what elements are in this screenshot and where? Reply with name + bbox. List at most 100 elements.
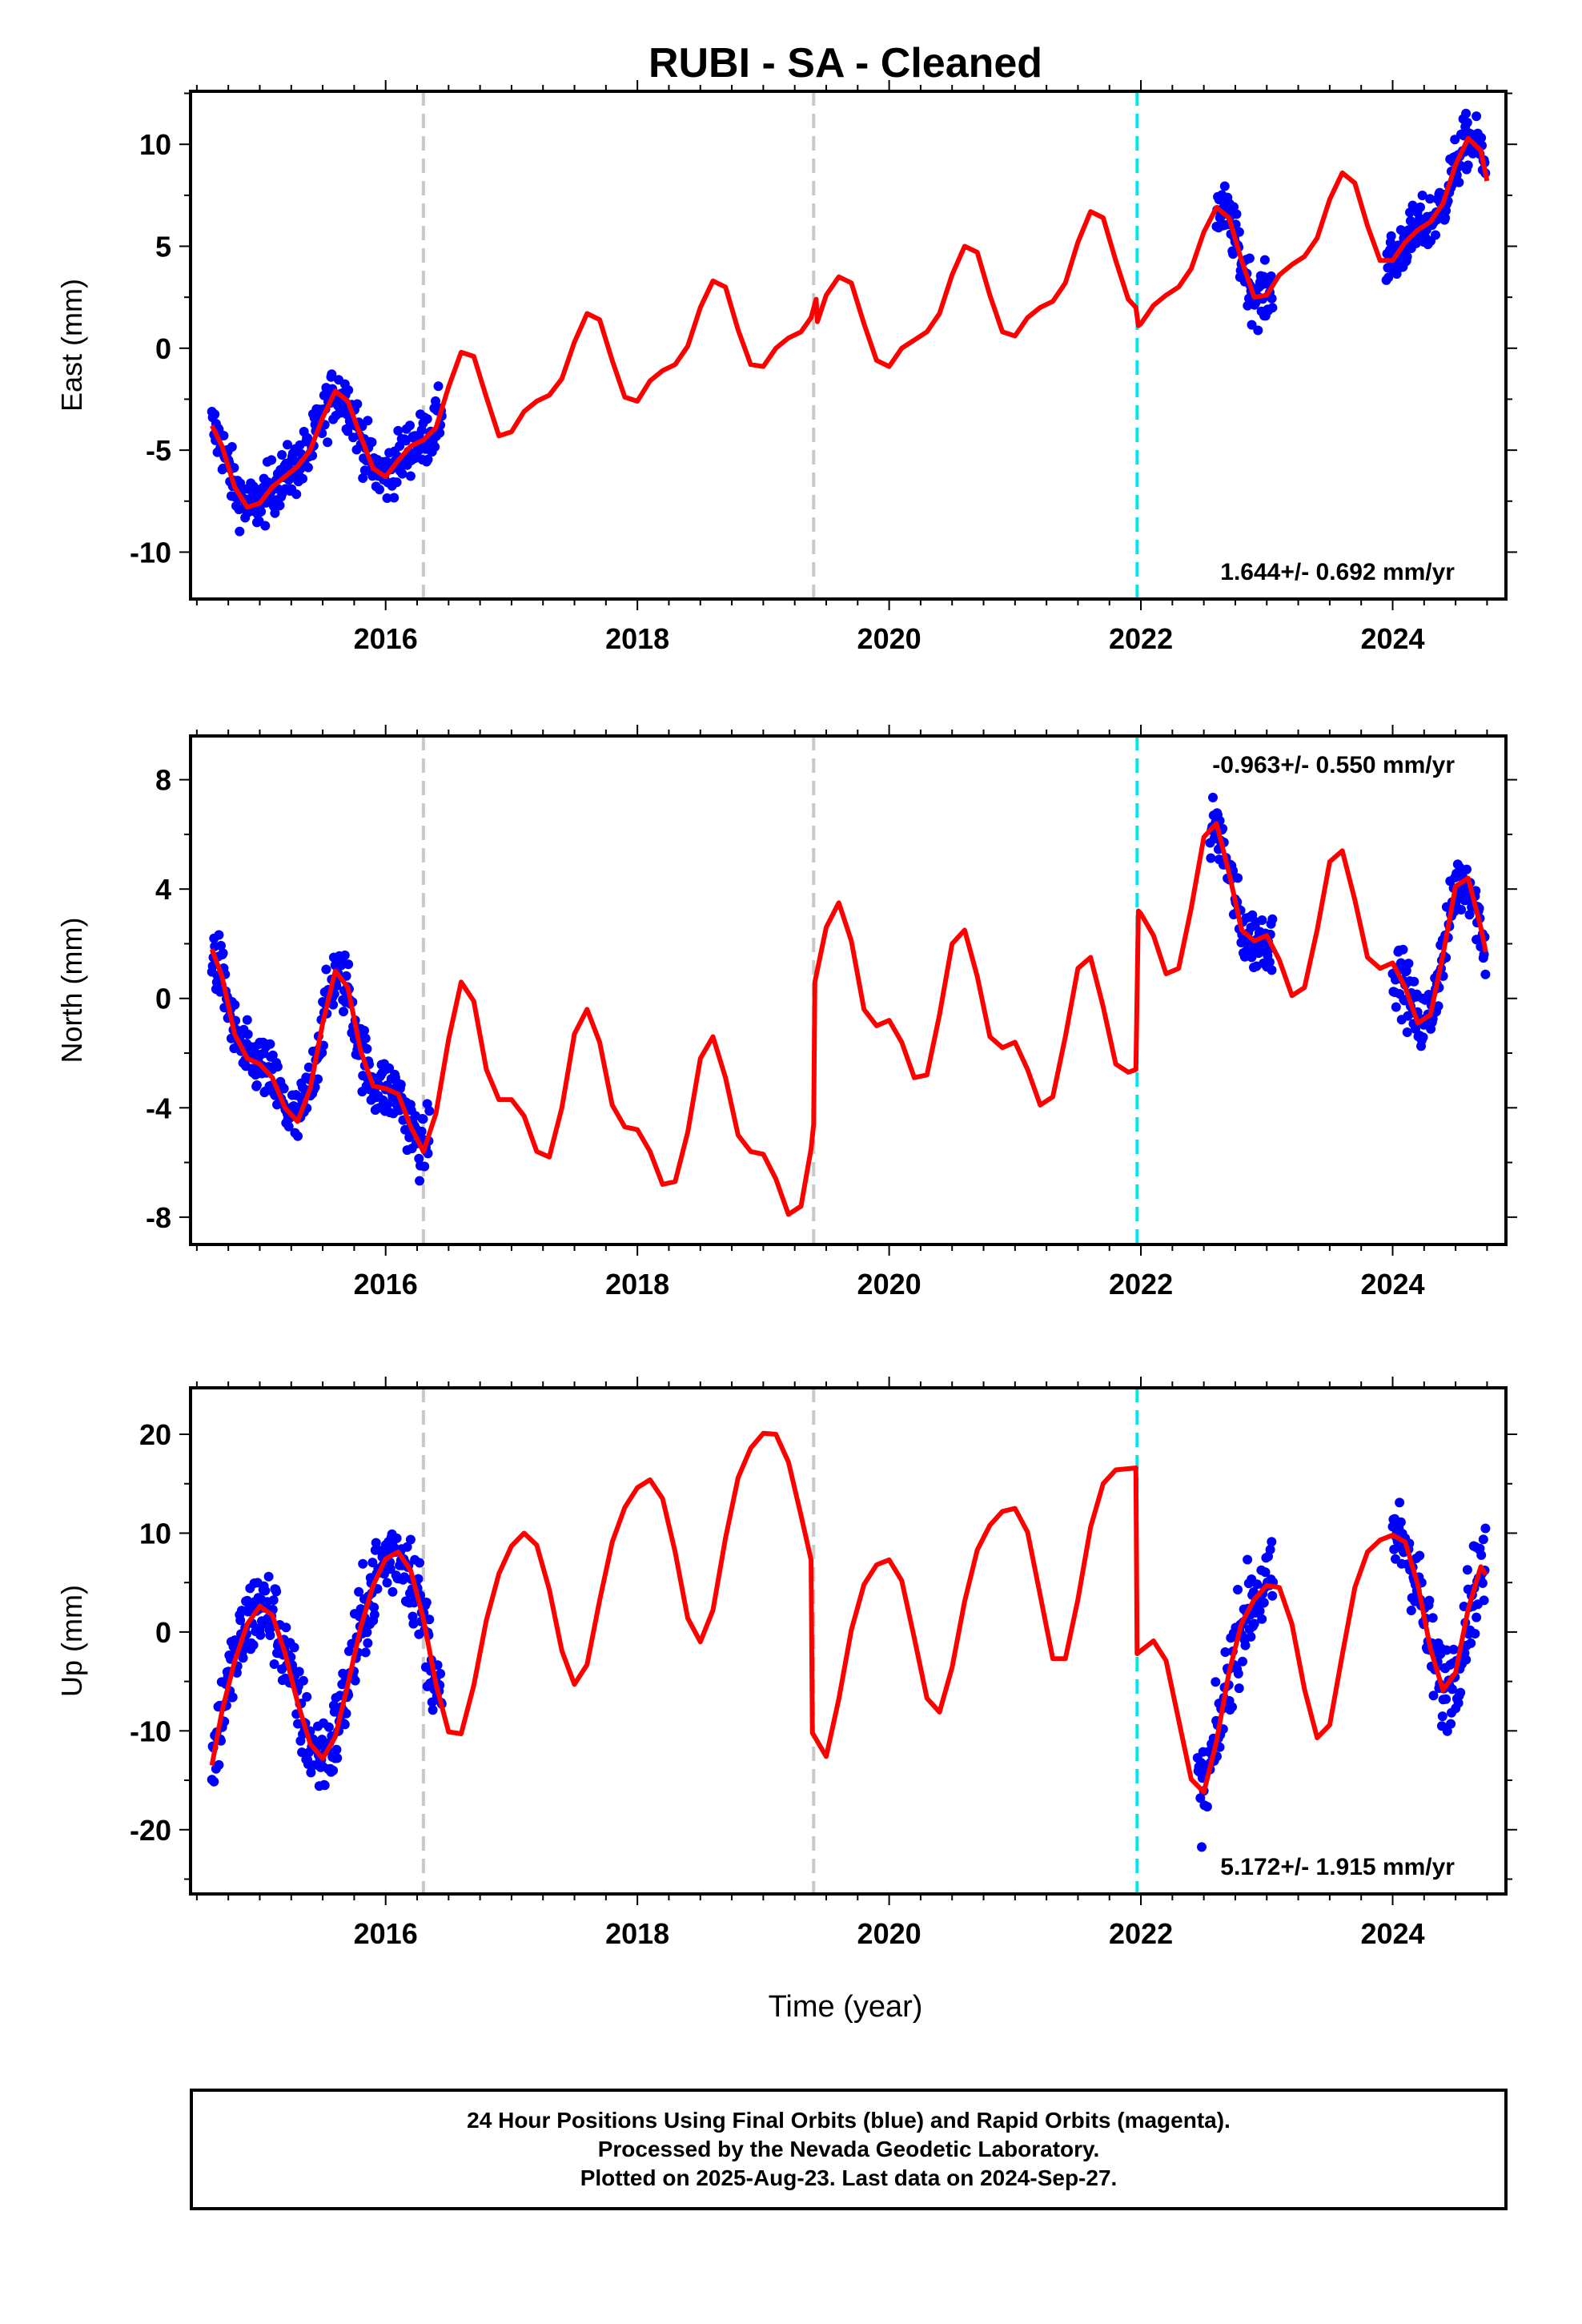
panel-north: 2016 2018 2020 2022 2024 -8 -4 0 4 8 North (mm) -0.… — [55, 725, 1517, 1301]
east-point — [343, 385, 354, 396]
east-point — [1461, 108, 1472, 119]
north-point — [1456, 905, 1467, 915]
east-point — [1407, 200, 1418, 211]
east-point — [1259, 255, 1270, 265]
footer-line-1: 24 Hour Positions Using Final Orbits (bl… — [467, 2108, 1231, 2133]
east-y-tick-label: -10 — [130, 536, 171, 569]
up-point — [1267, 1537, 1277, 1547]
up-point — [265, 1630, 275, 1640]
up-y-tick-label: 20 — [139, 1418, 171, 1451]
up-point — [1255, 1606, 1265, 1616]
east-point — [218, 463, 228, 473]
up-point — [1211, 1677, 1221, 1687]
up-point — [1234, 1683, 1244, 1694]
north-point — [360, 1033, 371, 1043]
east-x-tick-label: 2020 — [857, 622, 921, 655]
north-point — [303, 1062, 314, 1072]
east-point — [393, 425, 404, 436]
east-y-axis-label: East (mm) — [55, 279, 88, 412]
up-point — [1477, 1578, 1488, 1588]
up-point — [428, 1705, 438, 1715]
east-point — [1415, 202, 1425, 212]
east-point — [267, 455, 277, 465]
north-point — [293, 1131, 303, 1141]
north-point — [321, 964, 331, 975]
east-point — [391, 477, 402, 488]
up-x-tick-label: 2024 — [1360, 1917, 1424, 1950]
up-point — [331, 1744, 342, 1755]
up-point — [323, 1722, 334, 1732]
north-point — [243, 1029, 253, 1039]
up-y-tick-label: 10 — [139, 1517, 171, 1550]
north-point — [265, 1039, 275, 1049]
north-point — [313, 1074, 323, 1084]
up-point — [268, 1595, 279, 1606]
up-point — [269, 1659, 279, 1669]
up-point — [1259, 1598, 1269, 1608]
north-x-tick-label: 2018 — [605, 1268, 669, 1301]
up-point — [1479, 1595, 1489, 1606]
up-point — [369, 1602, 379, 1613]
up-x-tick-label: 2018 — [605, 1917, 669, 1950]
east-point — [210, 409, 220, 420]
east-point — [270, 508, 280, 518]
east-y-tick-label: 10 — [139, 128, 171, 161]
north-point — [414, 1153, 424, 1164]
east-scatter-points — [207, 108, 1491, 537]
up-x-tick-label: 2016 — [354, 1917, 418, 1950]
up-point — [227, 1692, 238, 1703]
east-point — [303, 462, 313, 472]
north-x-tick-label: 2020 — [857, 1268, 921, 1301]
north-point — [1401, 966, 1411, 976]
east-point — [405, 420, 415, 431]
up-point — [436, 1669, 446, 1679]
up-point — [289, 1642, 299, 1653]
east-point — [352, 399, 363, 409]
panel-up: 2016 2018 2020 2022 2024 -20 -10 0 10 20 Up (mm) 5.… — [55, 1377, 1517, 1950]
north-point — [1464, 910, 1475, 920]
north-point — [1479, 949, 1489, 959]
north-y-tick-label: -4 — [146, 1092, 171, 1124]
up-point — [1441, 1645, 1452, 1655]
footer-line-3: Plotted on 2025-Aug-23. Last data on 202… — [580, 2165, 1118, 2190]
north-point — [362, 1043, 372, 1054]
east-point — [389, 493, 400, 503]
up-point — [1267, 1590, 1278, 1601]
north-point — [1391, 1002, 1401, 1012]
east-point — [219, 431, 229, 440]
north-point — [384, 1063, 395, 1073]
east-point — [430, 442, 440, 452]
up-y-axis-label: Up (mm) — [55, 1585, 88, 1697]
north-point — [424, 1106, 435, 1116]
east-point — [327, 369, 337, 380]
north-point — [1423, 990, 1434, 999]
up-point — [1453, 1698, 1464, 1708]
up-point — [294, 1667, 304, 1677]
east-point — [397, 468, 408, 479]
east-point — [1267, 293, 1277, 304]
up-frame — [189, 1386, 1508, 1896]
panels: 2016 2018 2020 2022 2024 -10 -5 0 5 10 East (mm) 1.… — [55, 80, 1517, 1950]
east-point — [323, 437, 333, 448]
panel-east: 2016 2018 2020 2022 2024 -10 -5 0 5 10 East (mm) 1.… — [55, 80, 1517, 655]
up-point — [1220, 1647, 1231, 1657]
up-point — [405, 1534, 416, 1545]
up-point — [432, 1660, 443, 1671]
up-point — [1424, 1595, 1435, 1606]
up-point — [1246, 1631, 1256, 1642]
up-point — [332, 1753, 343, 1763]
x-axis-label: Time (year) — [769, 1990, 923, 2024]
north-velocity-label: -0.963+/- 0.550 mm/yr — [1212, 752, 1455, 778]
east-point — [298, 473, 307, 484]
east-point — [235, 478, 246, 489]
up-point — [1395, 1498, 1405, 1508]
east-point — [1228, 249, 1239, 259]
up-point — [1480, 1523, 1491, 1534]
up-point — [306, 1767, 316, 1778]
up-point — [350, 1675, 360, 1686]
north-point — [415, 1176, 425, 1186]
footer-line-2: Processed by the Nevada Geodetic Laborat… — [597, 2137, 1100, 2161]
up-point — [263, 1571, 274, 1582]
north-point — [1206, 853, 1216, 863]
east-point — [405, 471, 416, 481]
